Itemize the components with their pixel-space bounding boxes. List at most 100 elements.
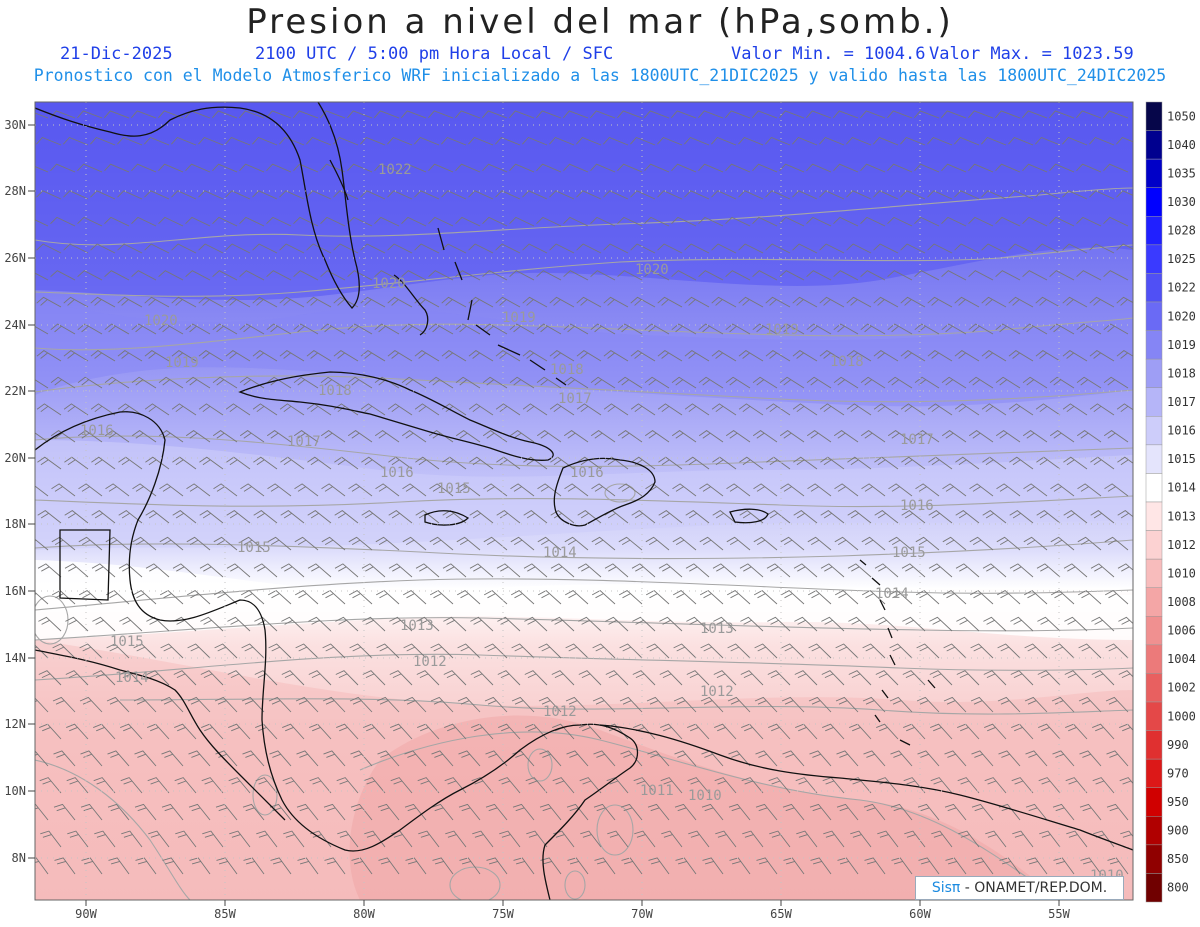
wind-barb — [52, 643, 76, 659]
wind-barb — [509, 216, 535, 227]
wind-barb — [673, 696, 697, 713]
wind-barb — [185, 376, 211, 389]
wind-barb — [754, 696, 778, 713]
wind-barb — [780, 536, 805, 551]
isobar-label: 1013 — [400, 618, 434, 634]
legend-swatch — [1145, 530, 1163, 560]
wind-barb — [984, 723, 1007, 740]
wind-barb — [671, 110, 697, 119]
wind-barb — [836, 803, 859, 821]
wind-barb — [767, 616, 791, 632]
isobar-label: 1018 — [318, 383, 352, 399]
isobar-label: 1015 — [110, 634, 144, 650]
wind-barb — [954, 190, 980, 200]
wind-barb — [675, 857, 697, 875]
wind-barb — [334, 456, 359, 470]
wind-barb — [782, 803, 805, 821]
wind-barb — [307, 456, 332, 470]
isobar-label: 1019 — [165, 355, 199, 371]
wind-barb — [671, 430, 697, 443]
wind-barb — [39, 777, 62, 794]
wind-barb — [590, 376, 616, 389]
wind-barb — [563, 110, 589, 119]
wind-barb — [40, 830, 62, 848]
wind-barb — [860, 216, 886, 227]
wind-barb — [621, 857, 643, 875]
isobar-label: 1017 — [558, 391, 592, 407]
wind-barb — [820, 563, 845, 578]
wind-barb — [794, 616, 818, 632]
wind-barb — [266, 323, 292, 335]
wind-barb — [1050, 536, 1075, 551]
wind-barb — [657, 136, 683, 146]
wind-barb — [768, 723, 791, 740]
max-value: Valor Max. = 1023.59 — [929, 44, 1134, 64]
wind-barb — [198, 350, 224, 362]
wind-barb — [306, 190, 332, 200]
wind-barb — [347, 163, 373, 173]
wind-barb — [107, 803, 130, 821]
wind-barb — [459, 857, 481, 875]
wind-barb — [738, 350, 764, 362]
wind-barb — [239, 376, 265, 389]
legend-label: 1018 — [1167, 366, 1196, 380]
wind-barb — [725, 110, 751, 119]
legend-swatch — [1145, 101, 1163, 131]
wind-barb — [402, 483, 427, 497]
wind-barb — [79, 696, 103, 713]
wind-barb — [765, 190, 791, 200]
wind-barb — [1022, 270, 1048, 281]
wind-barb — [699, 536, 724, 551]
wind-barb — [1049, 323, 1075, 335]
wind-barb — [644, 110, 670, 119]
wind-barb — [943, 696, 967, 713]
isobar-label: 1014 — [115, 670, 149, 686]
wind-barb — [189, 857, 211, 875]
wind-barb — [428, 376, 454, 389]
wind-barb — [645, 590, 670, 605]
wind-barb — [323, 803, 346, 821]
wind-barb — [50, 323, 76, 335]
wind-barb — [324, 857, 346, 875]
wind-barb — [820, 456, 845, 470]
wind-barb — [1064, 616, 1088, 632]
wind-barb — [145, 563, 170, 578]
legend-label: 1002 — [1167, 681, 1196, 695]
wind-barb — [564, 590, 589, 605]
wind-barb — [837, 857, 859, 875]
wind-barb — [120, 723, 143, 740]
wind-barb — [52, 696, 76, 713]
wind-barb — [660, 723, 683, 740]
wind-barb — [821, 670, 845, 686]
wind-barb — [443, 670, 467, 686]
wind-barb — [36, 190, 62, 200]
lon-label: 65W — [770, 907, 792, 921]
wind-barb — [576, 243, 602, 254]
wind-barb — [1009, 563, 1034, 578]
wind-barb — [320, 110, 346, 119]
wind-barb — [387, 296, 413, 308]
wind-barb — [387, 350, 413, 362]
wind-barb — [792, 190, 818, 200]
wind-barb — [592, 643, 616, 659]
wind-barb — [351, 857, 373, 875]
wind-barb — [604, 563, 629, 578]
wind-barb — [185, 163, 211, 173]
wind-barb — [360, 190, 386, 200]
wind-barb — [90, 243, 116, 254]
wind-barb — [1062, 243, 1088, 254]
wind-barb — [279, 190, 305, 200]
wind-barb — [214, 643, 238, 659]
wind-barb — [630, 136, 656, 146]
wind-barb — [860, 430, 886, 443]
wind-barb — [441, 296, 467, 308]
wind-barb — [563, 323, 589, 335]
wind-barb — [225, 403, 251, 416]
wind-barb — [35, 750, 49, 767]
wind-barb — [430, 696, 454, 713]
wind-barb — [972, 857, 994, 875]
wind-barb — [765, 296, 791, 308]
wind-barb — [901, 456, 926, 470]
wind-barb — [280, 563, 305, 578]
wind-barb — [391, 830, 413, 848]
